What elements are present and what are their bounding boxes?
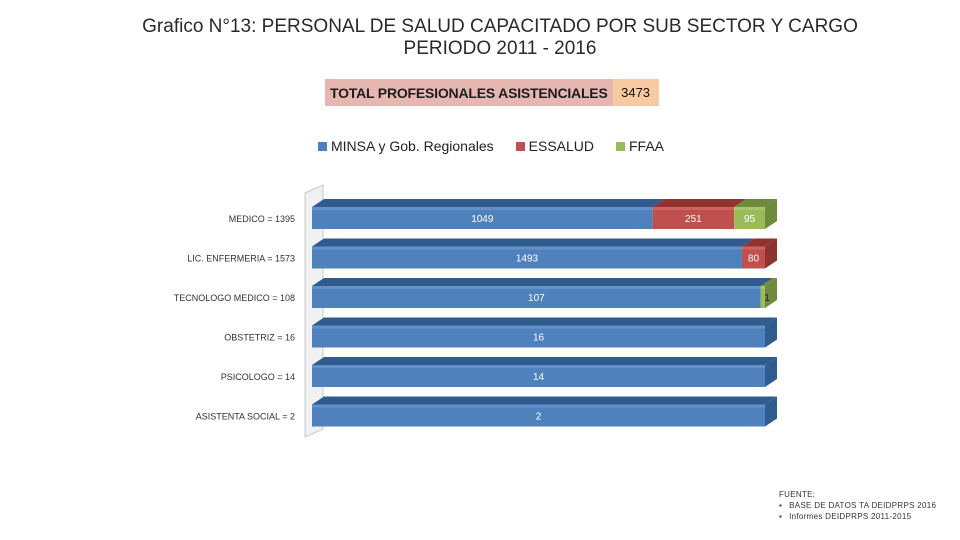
source-note: FUENTE: ▪ BASE DE DATOS TA DEIDPRPS 2016 …: [779, 489, 936, 522]
source-item: ▪ BASE DE DATOS TA DEIDPRPS 2016: [779, 500, 936, 511]
bullet-icon: ▪: [779, 512, 783, 521]
data-label: 14: [533, 372, 545, 383]
source-item-text: BASE DE DATOS TA DEIDPRPS 2016: [789, 501, 937, 510]
bar-segment: [312, 286, 761, 308]
data-label: 1493: [516, 254, 539, 265]
legend-swatch-essalud: [515, 141, 525, 151]
bar-top-face: [760, 278, 777, 286]
category-label: ASISTENTA SOCIAL = 2: [196, 412, 295, 422]
source-item: ▪ Informes DEIDPRPS 2011-2015: [779, 511, 936, 522]
legend-swatch-ffaa: [616, 141, 625, 151]
bar-side-face: [765, 396, 777, 427]
bar-highlight: [312, 325, 765, 329]
category-label: LIC. ENFERMERIA = 1573: [187, 254, 295, 264]
bar-segment: [312, 365, 765, 387]
bar-top-face: [652, 199, 747, 207]
bar-segment: [734, 207, 765, 229]
total-value: 3473: [612, 79, 659, 106]
bullet-icon: ▪: [779, 501, 783, 510]
bar-side-face: [765, 278, 777, 308]
bar-segment: [652, 207, 735, 229]
bar-top-face: [312, 278, 773, 286]
bar-segment: [312, 207, 653, 229]
bar-highlight: [741, 246, 765, 250]
data-label: 107: [528, 293, 545, 304]
bar-top-face: [312, 317, 777, 326]
source-item-text: Informes DEIDPRPS 2011-2015: [789, 512, 912, 521]
chart-title: Grafico N°13: PERSONAL DE SALUD CAPACITA…: [0, 16, 960, 60]
bar-segment: [760, 286, 765, 308]
bar-highlight: [312, 207, 653, 210]
legend-label-essalud: ESSALUD: [528, 138, 594, 154]
source-heading: FUENTE:: [779, 490, 816, 499]
data-label: 1049: [471, 214, 494, 225]
legend-item-ffaa: FFAA: [616, 138, 664, 154]
legend-item-minsa: MINSA y Gob. Regionales: [318, 138, 494, 154]
category-label: OBSTETRIZ = 16: [224, 333, 295, 343]
data-label: 95: [744, 214, 756, 225]
bar-highlight: [312, 365, 765, 368]
chart-legend: MINSA y Gob. Regionales ESSALUD FFAA: [318, 138, 664, 154]
bar-segment: [312, 325, 765, 348]
bar-side-face: [765, 238, 777, 269]
category-label: MEDICO = 1395: [229, 214, 295, 224]
category-label: TECNOLOGO MEDICO = 108: [174, 293, 295, 303]
bar-highlight: [312, 246, 742, 250]
bar-top-face: [741, 238, 777, 247]
bar-top-face: [312, 238, 754, 247]
bar-segment: [741, 246, 765, 269]
bar-highlight: [312, 286, 761, 289]
bar-top-face: [312, 396, 777, 405]
legend-swatch-minsa: [318, 141, 327, 151]
bar-highlight: [760, 286, 765, 289]
source-list: ▪ BASE DE DATOS TA DEIDPRPS 2016 ▪ Informe…: [779, 500, 936, 522]
bar-side-face: [765, 357, 777, 387]
bar-top-face: [312, 357, 777, 365]
bar-side-face: [765, 199, 777, 229]
data-label: 80: [748, 254, 760, 265]
data-label: 16: [533, 333, 545, 344]
data-label: 251: [685, 214, 702, 225]
bar-top-face: [734, 199, 777, 207]
title-line-1: Grafico N°13: PERSONAL DE SALUD CAPACITA…: [142, 16, 858, 37]
bar-side-face: [765, 317, 777, 348]
legend-label-ffaa: FFAA: [629, 138, 665, 154]
title-line-2: PERIODO 2011 - 2016: [403, 38, 597, 59]
bar-highlight: [312, 404, 765, 408]
total-label: TOTAL PROFESIONALES ASISTENCIALES: [325, 79, 613, 106]
bar-segment: [312, 404, 765, 427]
bar-top-face: [312, 199, 665, 207]
bar-highlight: [734, 207, 765, 210]
total-banner: TOTAL PROFESIONALES ASISTENCIALES 3473: [325, 79, 659, 106]
category-label: PSICOLOGO = 14: [221, 372, 295, 382]
bar-highlight: [652, 207, 735, 210]
data-label: 1: [764, 293, 770, 304]
legend-label-minsa: MINSA y Gob. Regionales: [331, 138, 494, 154]
data-label: 2: [536, 412, 542, 423]
bar-segment: [312, 246, 742, 269]
legend-item-essalud: ESSALUD: [515, 138, 594, 154]
